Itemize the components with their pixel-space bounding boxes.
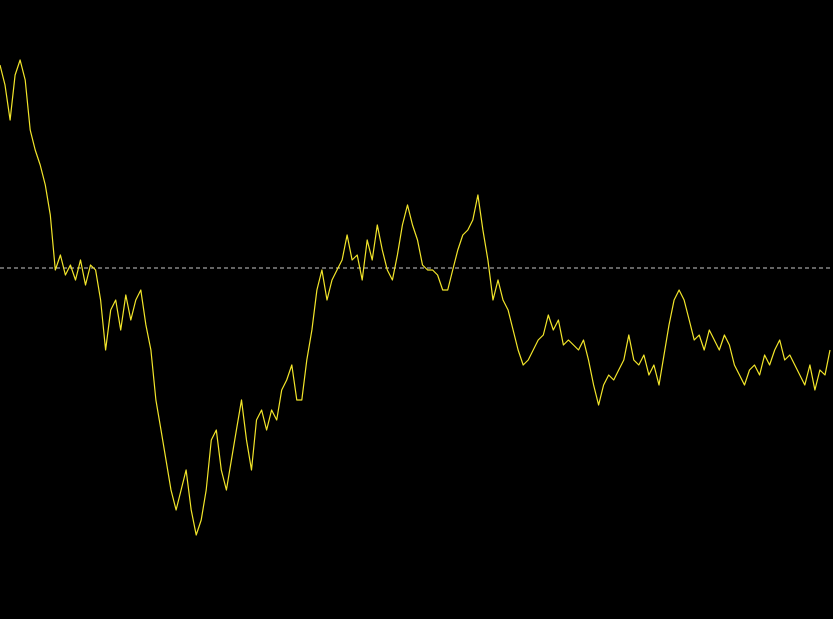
data-line — [0, 59, 831, 536]
